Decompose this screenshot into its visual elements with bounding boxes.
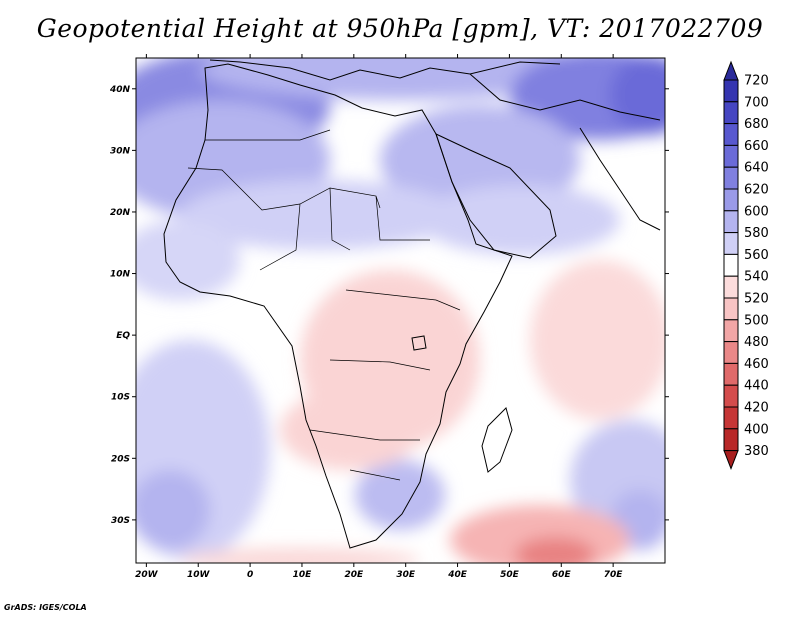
colorbar-box bbox=[723, 166, 739, 190]
country-borders bbox=[187, 129, 461, 481]
colorbar-box bbox=[723, 123, 739, 146]
colorbar-box bbox=[723, 232, 739, 255]
height-field bbox=[136, 58, 665, 563]
lon-tick-label: 70E bbox=[604, 570, 624, 580]
lat-tick-label: EQ bbox=[116, 331, 130, 341]
lat-tick-label: 40N bbox=[109, 85, 131, 95]
colorbar-label: 380 bbox=[744, 444, 769, 459]
lon-tick-label: 50E bbox=[500, 570, 520, 580]
map-frame bbox=[135, 57, 666, 564]
colorbar-label: 700 bbox=[744, 95, 769, 110]
lon-tick-label: 60E bbox=[552, 570, 572, 580]
colorbar: 720 700 680 660 640 620 600 580 560 540 520 500 480 4… bbox=[723, 60, 769, 470]
colorbar-box bbox=[723, 384, 739, 408]
colorbar-label: 580 bbox=[744, 226, 769, 241]
colorbar-top-triangle bbox=[723, 60, 739, 81]
chart-title: Geopotential Height at 950hPa [gpm], VT:… bbox=[36, 14, 764, 43]
lat-tick-label: 30N bbox=[110, 146, 131, 156]
lat-tick-label: 20N bbox=[110, 208, 131, 218]
colorbar-label: 620 bbox=[744, 183, 769, 198]
grads-credit: GrADS: IGES/COLA bbox=[4, 603, 87, 612]
lon-tick-label: 30E bbox=[396, 570, 416, 580]
colorbar-label: 460 bbox=[744, 357, 769, 372]
colorbar-label: 720 bbox=[744, 74, 769, 89]
europe-coastline bbox=[209, 59, 661, 121]
lon-tick-label: 10E bbox=[293, 570, 313, 580]
colorbar-label: 480 bbox=[744, 335, 769, 350]
colorbar-label: 600 bbox=[744, 204, 769, 219]
colorbar-box bbox=[723, 362, 739, 386]
lon-tick-label: 0 bbox=[247, 570, 253, 580]
colorbar-box bbox=[723, 319, 739, 343]
colorbar-box bbox=[723, 253, 739, 277]
colorbar-box bbox=[723, 101, 739, 125]
colorbar-box bbox=[723, 210, 739, 234]
colorbar-label: 680 bbox=[744, 117, 769, 132]
latitude-axis: 40N 30N 20N 10N EQ 10S 20S 30S bbox=[109, 85, 669, 526]
colorbar-label: 660 bbox=[744, 139, 769, 154]
colorbar-box bbox=[723, 144, 739, 168]
colorbar-box bbox=[723, 297, 739, 321]
colorbar-label: 400 bbox=[744, 422, 769, 437]
colorbar-label: 500 bbox=[744, 313, 769, 328]
colorbar-label: 520 bbox=[744, 292, 769, 307]
lon-tick-label: 40E bbox=[447, 570, 468, 580]
lon-tick-label: 20E bbox=[344, 570, 364, 580]
lat-tick-label: 20S bbox=[111, 454, 130, 464]
madagascar-coastline bbox=[481, 407, 513, 473]
colorbar-label: 560 bbox=[744, 248, 769, 263]
africa-coastline bbox=[163, 63, 513, 549]
lat-tick-label: 10S bbox=[111, 393, 130, 403]
india-coastline bbox=[579, 127, 661, 231]
colorbar-bottom-triangle bbox=[723, 450, 739, 470]
colorbar-box bbox=[723, 275, 739, 299]
colorbar-label: 640 bbox=[744, 161, 769, 176]
colorbar-box bbox=[723, 428, 739, 452]
colorbar-label: 420 bbox=[744, 401, 769, 416]
lon-tick-label: 10W bbox=[187, 570, 211, 580]
lat-tick-label: 30S bbox=[111, 516, 130, 526]
colorbar-label: 440 bbox=[744, 379, 769, 394]
colorbar-box bbox=[723, 79, 739, 103]
colorbar-box bbox=[723, 406, 739, 430]
lon-tick-label: 20W bbox=[135, 570, 159, 580]
longitude-axis: 20W 10W 0 10E 20E 30E 40E 50E 60E 70E bbox=[135, 54, 623, 580]
coastlines bbox=[163, 59, 661, 549]
lake-victoria bbox=[411, 335, 427, 351]
arabia-coastline bbox=[435, 133, 557, 259]
lat-tick-label: 10N bbox=[110, 270, 131, 280]
colorbar-box bbox=[723, 188, 739, 212]
colorbar-box bbox=[723, 341, 739, 364]
colorbar-label: 540 bbox=[744, 270, 769, 285]
